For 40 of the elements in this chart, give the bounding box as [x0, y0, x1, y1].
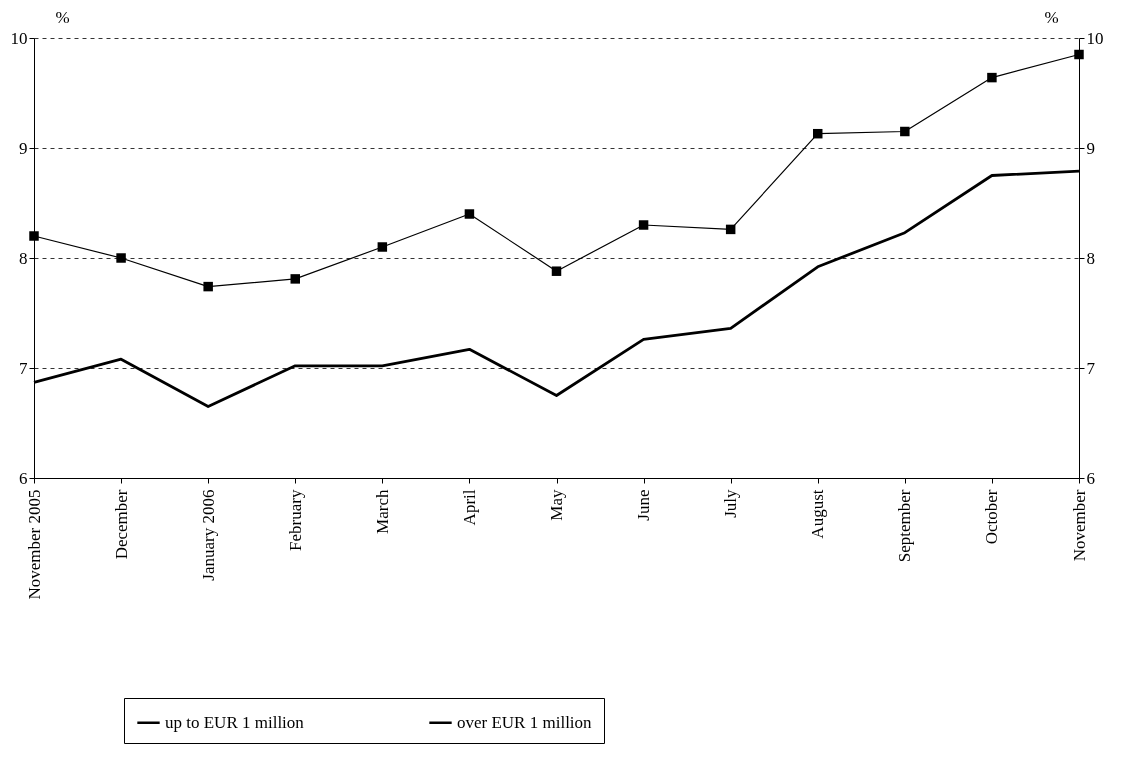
- y2-tick-label: 7: [1086, 358, 1096, 378]
- point: [377, 242, 388, 252]
- y-tick-label: 7: [19, 358, 28, 378]
- x-tick-label: September: [895, 489, 915, 563]
- y-tick-label: 9: [19, 138, 28, 158]
- x-tick-label: July: [721, 489, 741, 518]
- y-tick-label: 8: [19, 248, 28, 268]
- point: [813, 128, 823, 139]
- y2-tick-label: 9: [1086, 138, 1095, 158]
- point: [116, 253, 126, 263]
- point: [464, 209, 475, 219]
- x-tick-label: January 2006: [198, 489, 218, 581]
- x-tick-label: February: [285, 489, 305, 551]
- point: [551, 266, 562, 276]
- x-tick-label: November 2005: [24, 489, 44, 600]
- point: [290, 274, 300, 284]
- y-tick-label: 6: [19, 468, 28, 488]
- y2-axis-title: %: [1044, 7, 1059, 27]
- point: [203, 281, 213, 292]
- x-tick-label: August: [808, 489, 828, 539]
- y-axis-title: %: [55, 7, 70, 27]
- y2-tick-label: 10: [1086, 28, 1104, 48]
- point: [987, 72, 997, 83]
- point: [638, 220, 649, 230]
- x-tick-label: April: [459, 489, 479, 526]
- y2-tick-label: 8: [1086, 248, 1095, 268]
- x-tick-label: November: [1069, 489, 1089, 562]
- legend-label: up to EUR 1 million: [165, 712, 305, 732]
- y-tick-label: 10: [10, 28, 28, 48]
- point: [725, 224, 736, 235]
- x-tick-label: May: [547, 489, 566, 521]
- x-tick-label: October: [982, 489, 1002, 545]
- point: [900, 126, 910, 137]
- x-tick-label: December: [111, 489, 131, 560]
- x-tick-label: June: [634, 489, 654, 521]
- point: [29, 231, 39, 241]
- x-tick-label: March: [372, 489, 392, 534]
- legend-label: over EUR 1 million: [457, 712, 593, 732]
- y2-tick-label: 6: [1086, 468, 1095, 488]
- point: [1074, 49, 1084, 60]
